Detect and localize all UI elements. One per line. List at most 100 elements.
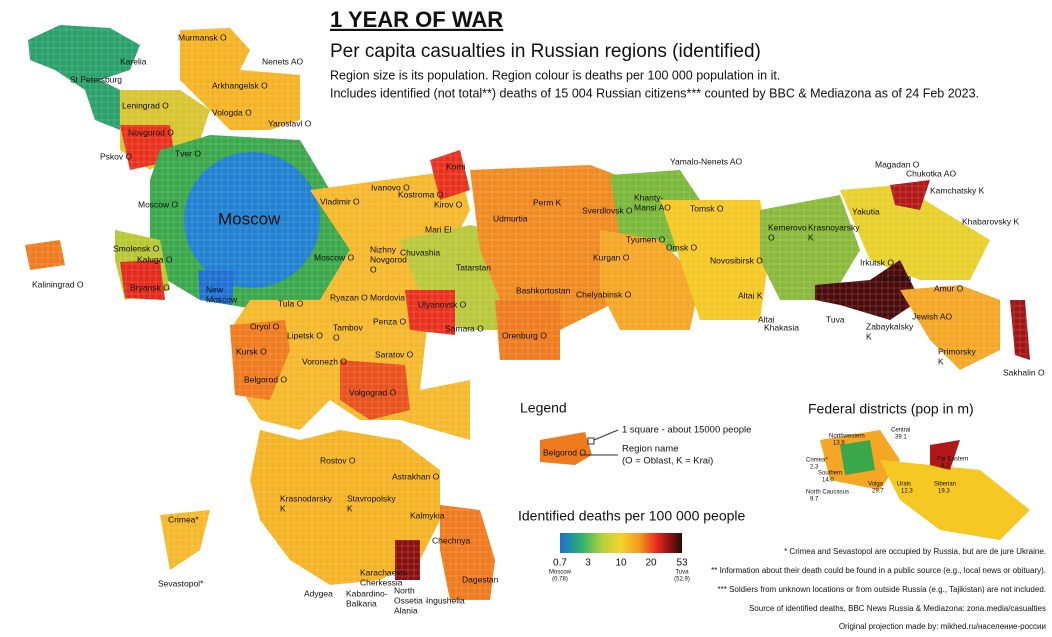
region-label: Kabardino- <box>346 588 388 598</box>
district-name: Central <box>891 428 910 434</box>
region-label: K <box>808 232 814 242</box>
legend-example-shape <box>540 432 592 465</box>
region-label: Khanty- <box>634 192 663 202</box>
subtitle: Per capita casualties in Russian regions… <box>330 41 761 62</box>
region-label: Kostroma O <box>398 189 444 199</box>
legend-note: (O = Oblast, K = Krai) <box>622 456 713 467</box>
district-name: Northwestern <box>829 434 865 440</box>
region-label: O <box>370 264 377 274</box>
region-label: Primorsky <box>938 346 977 356</box>
region-label: O <box>768 232 775 242</box>
color-tick-label: 0.7 <box>553 558 567 569</box>
region-label: Khabarovsky K <box>962 216 1019 226</box>
color-tick-label: 3 <box>585 558 591 569</box>
district-name: Siberian <box>934 482 956 488</box>
legend-square <box>587 437 595 445</box>
region-label: Novosibirsk O <box>710 255 763 265</box>
region-label: Murmansk O <box>178 32 227 42</box>
color-max-note: Tuva <box>675 570 689 576</box>
color-min-note: Moscow <box>549 570 572 576</box>
region-label: Stavropolsky <box>347 493 396 503</box>
region-label: Kurgan O <box>593 252 630 262</box>
region-label: Krasnodarsky <box>280 493 333 503</box>
color-tick-label: 53 <box>676 558 688 569</box>
region-label: Penza O <box>373 316 406 326</box>
region-label: Vladimir O <box>320 196 360 206</box>
region-label: Jewish AO <box>912 311 953 321</box>
legend-title: Legend <box>520 400 567 416</box>
region-label: K <box>347 503 353 513</box>
region-label: Perm K <box>533 197 562 207</box>
region-label: Novgorod <box>370 254 407 264</box>
region-label: Yamalo-Nenets AO <box>670 156 743 166</box>
region-label: Moscow <box>206 294 238 304</box>
region-label: Voronezh O <box>302 356 347 366</box>
legend-pointer <box>593 429 619 441</box>
region-label: New <box>206 284 224 294</box>
region-label: Leningrad O <box>122 100 169 110</box>
region-label: Astrakhan O <box>392 471 440 481</box>
color-bar <box>560 533 682 553</box>
region-label: Crimea* <box>168 514 199 524</box>
region-label: Tomsk O <box>690 203 724 213</box>
region-label: Ulyanovsk O <box>418 299 467 309</box>
region-label: Moscow O <box>314 252 355 262</box>
region-label: K <box>280 503 286 513</box>
region-label: Altai K <box>738 290 763 300</box>
district-pop: 9.7 <box>810 497 819 503</box>
legend-note: 1 square - about 15000 people <box>622 425 751 436</box>
region-label: Balkaria <box>346 598 377 608</box>
district-pop: 12.3 <box>901 489 913 495</box>
region-label: Sverdlovsk O <box>582 205 633 215</box>
district-pop: 2.3 <box>810 465 819 471</box>
region-label: Sevastopol* <box>158 578 204 588</box>
color-scale-title: Identified deaths per 100 000 people <box>518 508 746 524</box>
region-label: Kaluga O <box>137 254 173 264</box>
federal-districts-title: Federal districts (pop in m) <box>808 401 974 417</box>
color-max-note: (52.9) <box>674 577 690 583</box>
region-label: Bashkortostan <box>516 285 571 295</box>
footnote: Original projection made by: mikhed.ru/н… <box>839 622 1046 631</box>
region-label: Ryazan O <box>330 292 368 302</box>
district-name: Crimea* <box>806 458 828 464</box>
footnote: * Crimea and Sevastopol are occupied by … <box>784 547 1046 556</box>
region-label: Nizhny <box>370 244 397 254</box>
region-label: Pskov O <box>100 151 133 161</box>
region-label: St Petersburg <box>70 74 122 84</box>
region-label: Karachaevo- <box>360 567 408 577</box>
district-pop: 39.1 <box>895 435 907 441</box>
legend-example: Belgorod O <box>543 447 586 457</box>
region-label: Rostov O <box>320 455 356 465</box>
region-label: Ivanovo O <box>371 182 410 192</box>
region-label: Saratov O <box>375 349 414 359</box>
region-label: Tver O <box>175 148 201 158</box>
region-label: Kalmykia <box>410 510 445 520</box>
region-label: Irkutsk O <box>860 257 894 267</box>
region-label: Khakasia <box>764 322 799 332</box>
region-label: Kirov O <box>434 199 463 209</box>
footnote: *** Soldiers from unknown locations or f… <box>718 585 1046 594</box>
region-label: Adygea <box>304 588 333 598</box>
description: Region size is its population. Region co… <box>330 68 780 82</box>
region-label: Alania <box>394 605 418 615</box>
region-label: Nenets AO <box>262 56 303 66</box>
district-name: North Caucasus <box>806 490 849 496</box>
region-label: O <box>333 332 340 342</box>
region-label: Chuvashia <box>400 247 440 257</box>
region-label: Buryatia <box>880 272 911 282</box>
district-pop: 19.3 <box>938 489 950 495</box>
region-label: Moscow <box>218 209 281 228</box>
region-label: Tatarstan <box>456 262 491 272</box>
district-name: Urals <box>897 482 911 488</box>
region-label: Bryansk O <box>130 282 170 292</box>
district-pop: 14.0 <box>822 478 834 484</box>
region-label: K <box>938 356 944 366</box>
region-label: Magadan O <box>875 159 920 169</box>
region-label: Komi <box>446 161 465 171</box>
region-label: Ingushelia <box>426 595 465 605</box>
region-label: Novgorod O <box>128 127 174 137</box>
region-label: Vologda O <box>212 107 252 117</box>
region-label: Amur O <box>934 283 964 293</box>
color-tick-label: 10 <box>615 558 627 569</box>
region-label: Smolensk O <box>113 243 160 253</box>
